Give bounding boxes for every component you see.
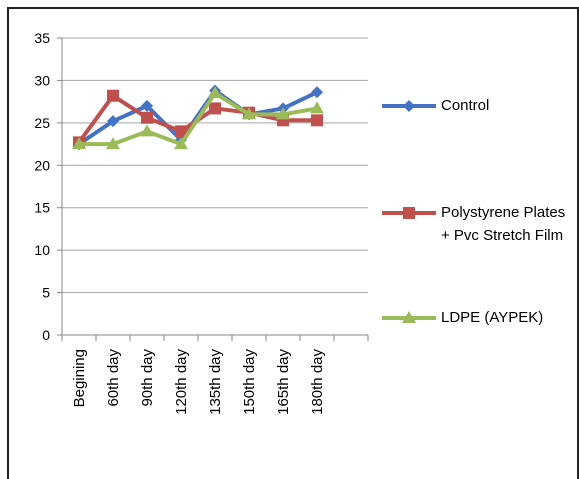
y-tick-label: 25 bbox=[34, 115, 50, 131]
series-line bbox=[79, 91, 318, 147]
y-tick-label: 0 bbox=[42, 327, 50, 343]
marker bbox=[403, 100, 415, 112]
legend-label: LDPE (AYPEK) bbox=[441, 309, 544, 326]
x-tick-label: 135th day bbox=[207, 349, 224, 415]
marker bbox=[276, 107, 290, 120]
y-tick-label: 5 bbox=[42, 285, 50, 301]
marker bbox=[311, 114, 323, 127]
marker bbox=[107, 89, 119, 102]
y-tick-label: 20 bbox=[34, 157, 50, 173]
marker bbox=[402, 311, 416, 323]
x-tick-label: 90th day bbox=[139, 349, 156, 407]
y-tick-label: 15 bbox=[34, 200, 50, 216]
marker bbox=[208, 86, 222, 99]
marker bbox=[311, 86, 323, 99]
marker bbox=[403, 207, 415, 219]
x-tick-label: 120th day bbox=[173, 349, 190, 415]
marker bbox=[175, 125, 187, 138]
x-tick-label: 165th day bbox=[275, 349, 292, 415]
legend-label: Control bbox=[441, 97, 490, 114]
marker bbox=[209, 102, 221, 115]
y-tick-label: 30 bbox=[34, 72, 50, 88]
y-tick-label: 35 bbox=[34, 30, 50, 46]
marker bbox=[140, 124, 154, 137]
marker bbox=[107, 115, 119, 128]
x-tick-label: 150th day bbox=[241, 349, 258, 415]
marker bbox=[242, 107, 256, 120]
x-tick-label: Begining bbox=[71, 349, 88, 407]
marker bbox=[106, 137, 120, 150]
marker bbox=[72, 137, 86, 150]
marker bbox=[141, 99, 153, 112]
y-tick-label: 10 bbox=[34, 242, 50, 258]
marker bbox=[141, 111, 153, 124]
frame bbox=[7, 7, 579, 479]
marker bbox=[310, 101, 324, 114]
marker bbox=[174, 137, 188, 150]
x-tick-label: 180th day bbox=[309, 349, 326, 415]
legend-label: Polystyrene Plates + Pvc Stretch Film bbox=[441, 204, 566, 244]
x-tick-label: 60th day bbox=[105, 349, 122, 407]
